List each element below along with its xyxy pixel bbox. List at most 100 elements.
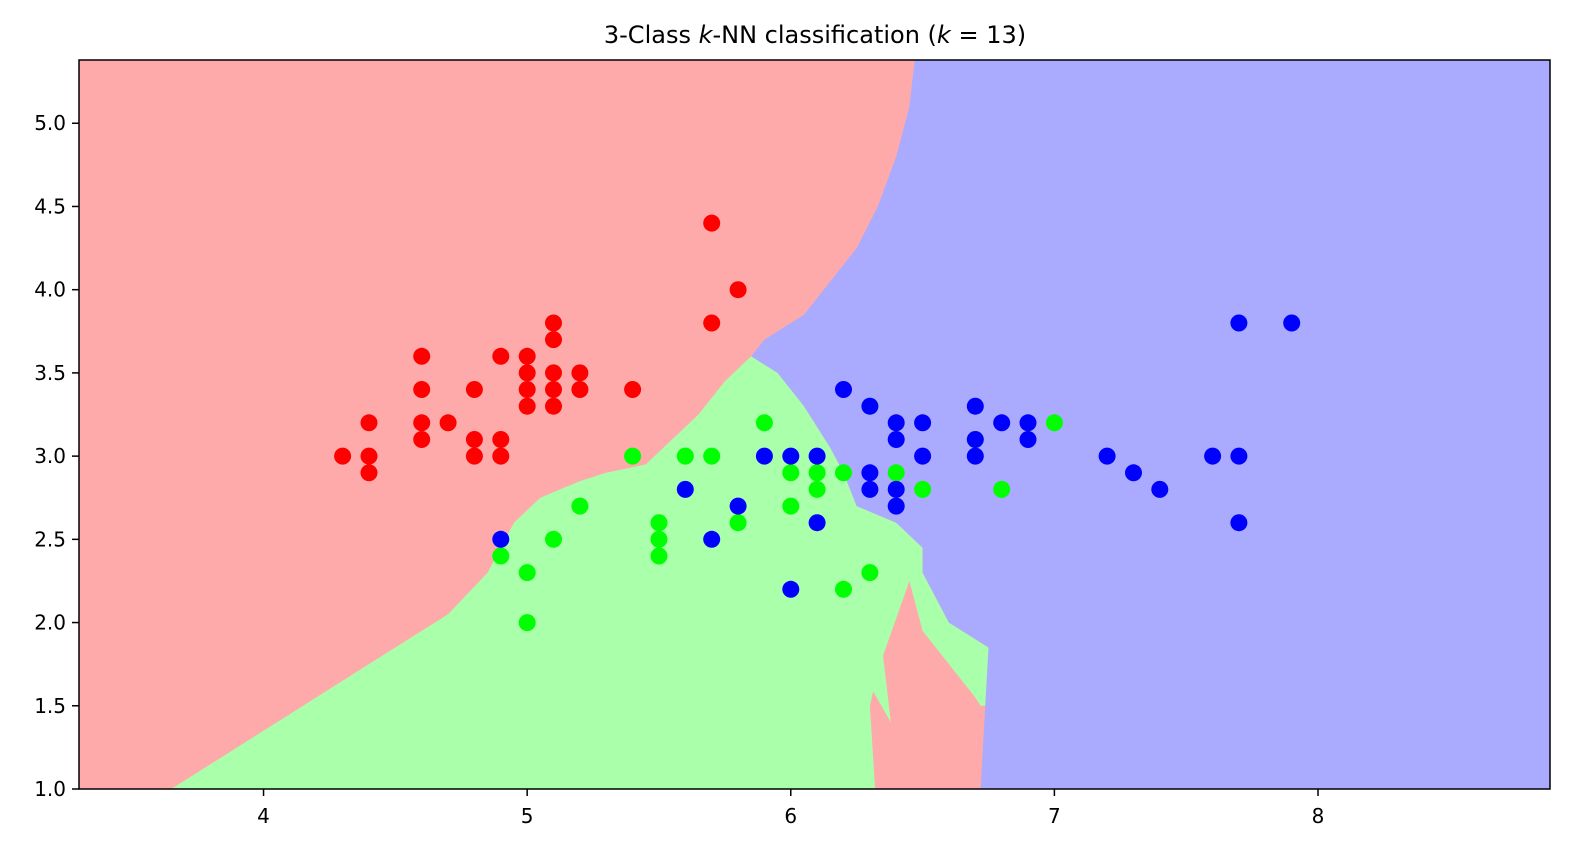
green-data-point [808, 464, 826, 482]
red-data-point [571, 381, 589, 398]
red-data-point [439, 414, 457, 432]
red-data-point [360, 447, 378, 465]
blue-data-point [782, 580, 800, 598]
blue-data-point [835, 381, 852, 398]
blue-data-point [1019, 431, 1037, 448]
green-data-point [729, 514, 747, 532]
green-data-point [703, 447, 721, 465]
y-tick-label: 2.0 [34, 611, 66, 635]
blue-data-point [1283, 314, 1301, 332]
blue-data-point [782, 447, 800, 465]
green-data-point [492, 547, 510, 565]
blue-data-point [729, 497, 747, 515]
blue-data-point [966, 447, 984, 465]
red-data-point [465, 447, 483, 465]
y-axis: 1.0 1.5 2.0 2.5 3.0 3.5 4.0 4.5 5.0 [34, 111, 79, 801]
red-data-point [492, 347, 510, 365]
red-data-point [518, 364, 536, 382]
blue-decision-region [751, 60, 1550, 789]
red-data-point [492, 447, 510, 465]
blue-data-point [808, 514, 826, 532]
red-data-point [413, 347, 431, 365]
green-data-point [861, 564, 879, 582]
red-data-point [518, 347, 536, 365]
red-data-point [465, 431, 483, 448]
red-data-point [545, 364, 562, 382]
green-data-point [835, 580, 852, 598]
blue-data-point [966, 397, 984, 415]
blue-data-point [1125, 464, 1142, 482]
blue-data-point [861, 464, 879, 482]
y-tick-label: 3.5 [34, 361, 66, 385]
blue-data-point [861, 480, 879, 498]
y-tick-label: 1.0 [34, 777, 66, 801]
blue-data-point [1230, 514, 1248, 532]
green-data-point [650, 514, 668, 532]
blue-data-point [966, 431, 984, 448]
red-data-point [518, 397, 536, 415]
red-data-point [545, 381, 562, 398]
red-data-point [571, 364, 589, 382]
green-data-point [914, 480, 932, 498]
blue-data-point [887, 414, 905, 432]
red-data-point [360, 414, 378, 432]
blue-data-point [1230, 447, 1248, 465]
red-data-point [545, 331, 562, 349]
red-data-point [492, 431, 510, 448]
red-data-point [334, 447, 352, 465]
y-tick-label: 2.5 [34, 527, 66, 551]
blue-data-point [887, 431, 905, 448]
green-data-point [518, 564, 536, 582]
green-data-point [993, 480, 1011, 498]
red-data-point [413, 431, 431, 448]
plot-area [79, 60, 1550, 789]
x-tick-label: 8 [1312, 804, 1325, 828]
chart-title: 3-Class k-NN classification (k = 13) [604, 21, 1026, 49]
red-data-point [729, 281, 747, 299]
x-tick-label: 7 [1048, 804, 1061, 828]
red-data-point [518, 381, 536, 398]
red-data-point [703, 314, 721, 332]
blue-data-point [1019, 414, 1037, 432]
y-tick-label: 4.5 [34, 194, 66, 218]
blue-data-point [755, 447, 773, 465]
green-data-point [624, 447, 642, 465]
blue-data-point [1151, 480, 1169, 498]
red-data-point [413, 381, 431, 398]
x-tick-label: 5 [521, 804, 534, 828]
green-data-point [571, 497, 589, 515]
y-tick-label: 3.0 [34, 444, 66, 468]
blue-data-point [993, 414, 1011, 432]
red-data-point [703, 214, 721, 232]
blue-data-point [1230, 314, 1248, 332]
green-decision-region [171, 356, 989, 789]
green-data-point [887, 464, 905, 482]
green-data-point [808, 480, 826, 498]
y-tick-label: 5.0 [34, 111, 66, 135]
red-data-point [545, 314, 562, 332]
green-data-point [782, 497, 800, 515]
y-tick-label: 1.5 [34, 694, 66, 718]
blue-data-point [914, 414, 932, 432]
blue-data-point [808, 447, 826, 465]
blue-data-point [887, 497, 905, 515]
blue-data-point [1204, 447, 1222, 465]
plot-frame [78, 59, 1551, 790]
red-data-point [624, 381, 642, 398]
x-tick-label: 6 [784, 804, 797, 828]
green-data-point [545, 530, 562, 548]
green-data-point [782, 464, 800, 482]
blue-data-point [887, 480, 905, 498]
x-axis: 4 5 6 7 8 [257, 789, 1324, 828]
green-data-point [1045, 414, 1063, 432]
blue-data-point [676, 480, 694, 498]
green-data-point [676, 447, 694, 465]
blue-data-point [1098, 447, 1116, 465]
x-tick-label: 4 [257, 804, 270, 828]
blue-data-point [861, 397, 879, 415]
green-data-point [518, 614, 536, 632]
red-data-point [545, 397, 562, 415]
green-data-point [650, 530, 668, 548]
red-data-point [360, 464, 378, 482]
